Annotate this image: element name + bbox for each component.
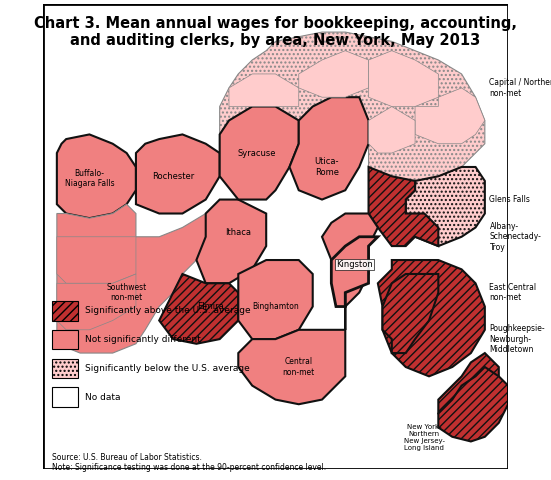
Text: Kingston: Kingston — [336, 260, 373, 269]
Text: Source: U.S. Bureau of Labor Statistics.
Note: Significance testing was done at : Source: U.S. Bureau of Labor Statistics.… — [52, 453, 326, 472]
Polygon shape — [229, 74, 299, 107]
Polygon shape — [299, 51, 369, 97]
Polygon shape — [220, 32, 485, 181]
Bar — [52, 387, 78, 407]
Bar — [52, 359, 78, 378]
Text: Glens Falls: Glens Falls — [489, 195, 531, 204]
Text: Ithaca: Ithaca — [225, 228, 251, 237]
Polygon shape — [196, 200, 266, 283]
Text: Syracuse: Syracuse — [237, 148, 276, 157]
Polygon shape — [238, 330, 345, 404]
Polygon shape — [369, 51, 439, 107]
Text: Central
non-met: Central non-met — [283, 357, 315, 377]
Text: Capital / Northern
non-met: Capital / Northern non-met — [489, 78, 551, 97]
Bar — [52, 301, 78, 321]
Text: No data: No data — [85, 393, 120, 402]
Text: Southwest
non-met: Southwest non-met — [106, 283, 147, 302]
Text: Significantly below the U.S. average: Significantly below the U.S. average — [85, 364, 250, 373]
Polygon shape — [369, 167, 439, 246]
Text: Chart 3. Mean annual wages for bookkeeping, accounting,
and auditing clerks, by : Chart 3. Mean annual wages for bookkeepi… — [34, 16, 517, 48]
Polygon shape — [220, 107, 299, 200]
Polygon shape — [415, 88, 485, 144]
Text: Rochester: Rochester — [152, 172, 195, 181]
Polygon shape — [57, 134, 136, 218]
Polygon shape — [439, 367, 508, 442]
Polygon shape — [57, 204, 206, 353]
Polygon shape — [57, 274, 136, 330]
Polygon shape — [439, 353, 499, 423]
Text: Significantly above the U.S. average: Significantly above the U.S. average — [85, 306, 250, 315]
Text: Elmira: Elmira — [197, 302, 224, 311]
Text: New York-
Northern
New Jersey-
Long Island: New York- Northern New Jersey- Long Isla… — [404, 424, 445, 451]
Text: Albany-
Schenectady-
Troy: Albany- Schenectady- Troy — [489, 222, 542, 252]
Polygon shape — [378, 260, 485, 376]
Text: Binghamton: Binghamton — [252, 302, 299, 311]
Polygon shape — [238, 260, 313, 339]
Polygon shape — [369, 107, 415, 153]
Polygon shape — [322, 214, 378, 330]
Polygon shape — [136, 134, 220, 214]
Text: East Central
non-met: East Central non-met — [489, 283, 537, 302]
Polygon shape — [331, 237, 378, 307]
Polygon shape — [382, 274, 439, 353]
Bar — [52, 330, 78, 349]
Text: Utica-
Rome: Utica- Rome — [315, 157, 339, 177]
Polygon shape — [57, 237, 136, 283]
Polygon shape — [289, 97, 369, 200]
Text: Buffalo-
Niagara Falls: Buffalo- Niagara Falls — [64, 169, 114, 188]
Text: Poughkeepsie-
Newburgh-
Middletown: Poughkeepsie- Newburgh- Middletown — [489, 324, 545, 354]
Polygon shape — [159, 274, 238, 344]
Text: Not significantly different: Not significantly different — [85, 335, 201, 344]
Polygon shape — [406, 167, 485, 246]
